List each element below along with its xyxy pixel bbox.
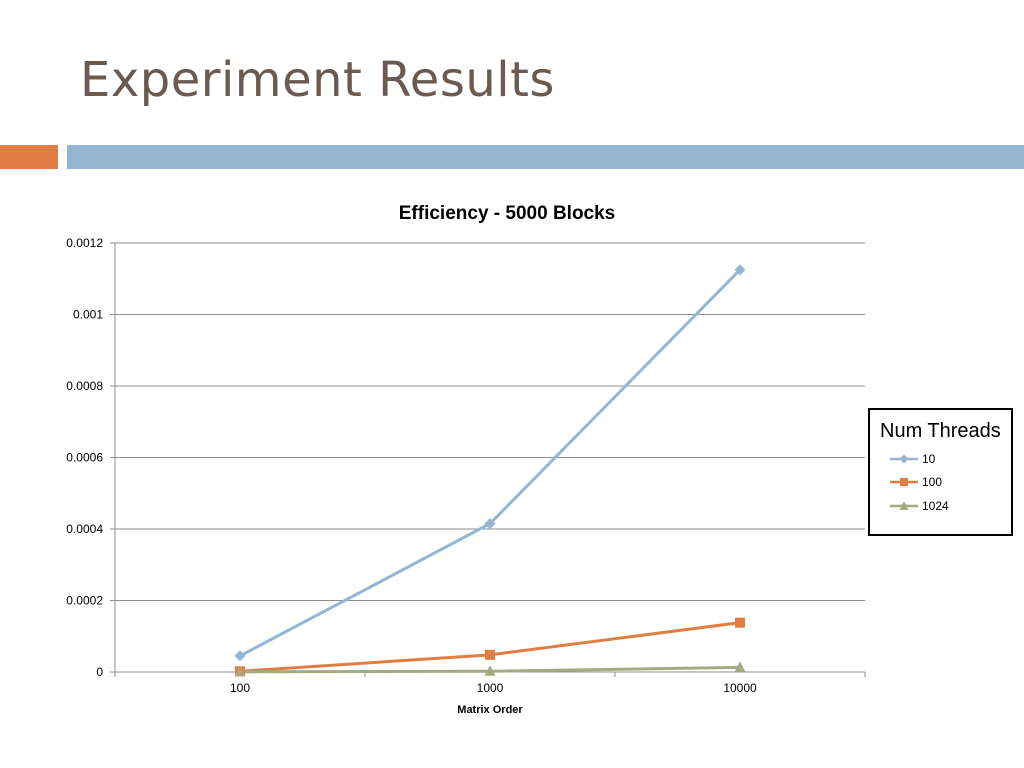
data-point-diamond <box>234 650 246 662</box>
legend-marker-triangle-icon <box>890 501 918 510</box>
data-point-triangle <box>484 665 496 676</box>
y-tick-label: 0.001 <box>73 308 103 322</box>
data-point-triangle <box>234 665 246 677</box>
legend-title: Num Threads <box>880 420 1001 442</box>
legend-item-series-2: 100 <box>888 474 1008 490</box>
chart-title: Efficiency - 5000 Blocks <box>399 203 616 224</box>
slide-title: Experiment Results <box>80 52 555 108</box>
legend: Num Threads 10 100 1024 <box>868 408 1013 536</box>
data-point-triangle <box>734 661 746 672</box>
legend-marker-diamond-icon <box>890 454 918 464</box>
accent-band-orange <box>0 145 58 169</box>
axes: 0 0.0002 0.0004 0.0006 0.0008 0.001 0.0012 100 1… <box>66 236 866 695</box>
y-tick-label: 0.0012 <box>66 236 103 250</box>
data-point-square <box>485 649 495 660</box>
y-tick-label: 0 <box>96 665 103 679</box>
legend-label: 1024 <box>922 499 949 513</box>
x-axis-label: Matrix Order <box>457 704 523 716</box>
legend-marker-square-icon <box>890 478 918 486</box>
legend-label: 100 <box>922 475 943 489</box>
data-point-diamond <box>734 264 746 276</box>
data-point-diamond <box>484 518 496 530</box>
y-tick-label: 0.0006 <box>66 451 103 465</box>
series-markers <box>234 264 746 677</box>
legend-item-series-1: 10 <box>888 451 1008 467</box>
x-tick-label: 10000 <box>723 681 757 695</box>
series-line-10 <box>239 268 742 658</box>
x-tick-label: 1000 <box>477 681 504 695</box>
x-tick-label: 100 <box>230 681 250 695</box>
y-tick-label: 0.0004 <box>66 522 103 536</box>
y-tick-label: 0.0002 <box>66 594 103 608</box>
data-point-square <box>735 617 745 628</box>
series-line-100 <box>239 621 741 673</box>
accent-band-blue <box>67 145 1024 169</box>
series-lines <box>239 268 742 674</box>
legend-item-series-3: 1024 <box>888 498 1008 514</box>
legend-label: 10 <box>922 452 936 466</box>
y-tick-label: 0.0008 <box>66 379 103 393</box>
grid-lines <box>115 242 865 601</box>
